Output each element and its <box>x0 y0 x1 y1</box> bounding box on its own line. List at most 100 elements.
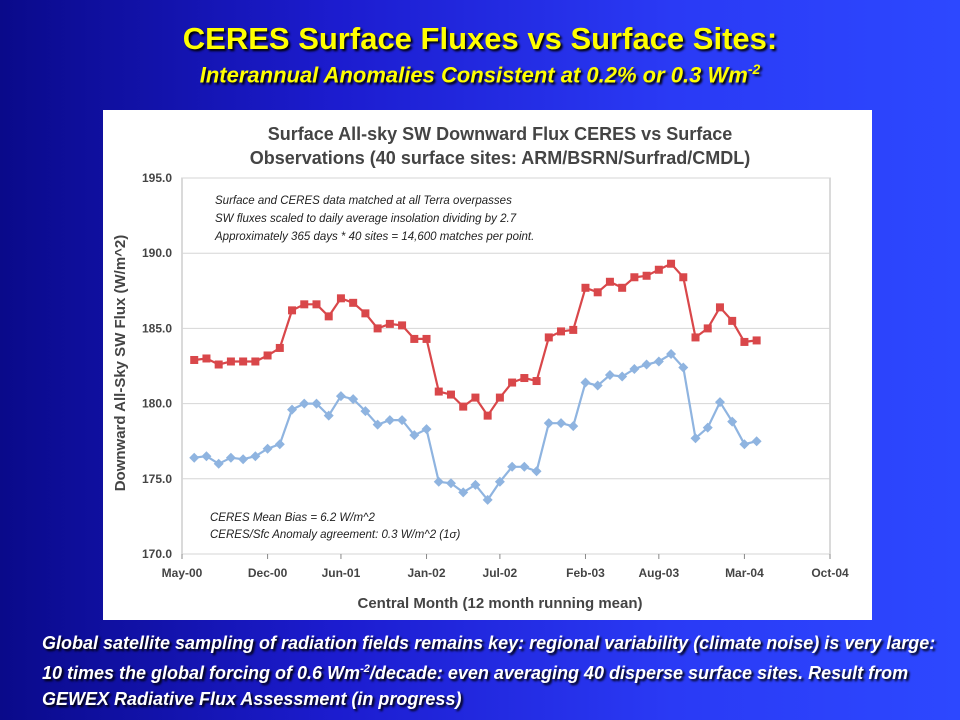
ceres-point <box>214 360 223 369</box>
ceres-point <box>557 327 566 336</box>
surface-point <box>507 461 518 472</box>
surface-point <box>323 410 334 421</box>
caption-text-2: /decade: even averaging 40 disperse surf… <box>42 663 909 709</box>
y-axis-label: Downward All-Sky SW Flux (W/m^2) <box>112 235 129 492</box>
ceres-point <box>275 343 284 352</box>
surface-point <box>482 494 493 505</box>
ceres-point <box>618 283 627 292</box>
x-tick-label: Jul-02 <box>483 566 518 580</box>
y-tick-label: 180.0 <box>142 397 172 411</box>
surface-point <box>556 418 567 429</box>
y-tick-label: 175.0 <box>142 472 172 486</box>
surface-point <box>604 370 615 381</box>
slide-subtitle: Interannual Anomalies Consistent at 0.2%… <box>0 56 960 88</box>
caption-text-1: Global satellite sampling of radiation f… <box>42 633 936 683</box>
ceres-point <box>544 333 553 342</box>
surface-point <box>360 406 371 417</box>
ceres-point <box>263 351 272 360</box>
surface-point <box>543 418 554 429</box>
ceres-series-line <box>194 262 757 418</box>
surface-point <box>213 458 224 469</box>
ceres-point <box>422 334 431 343</box>
caption: Global satellite sampling of radiation f… <box>42 630 942 712</box>
slide-subtitle-text: Interannual Anomalies Consistent at 0.2%… <box>199 62 748 88</box>
surface-point <box>421 424 432 435</box>
surface-point <box>580 377 591 388</box>
ceres-point <box>312 300 321 309</box>
surface-point <box>751 436 762 447</box>
surface-point <box>458 487 469 498</box>
ceres-point <box>642 271 651 280</box>
ceres-point <box>434 387 443 396</box>
ceres-point <box>495 393 504 402</box>
ceres-point <box>202 354 211 363</box>
y-tick-label: 190.0 <box>142 246 172 260</box>
surface-point <box>250 451 261 462</box>
ceres-point <box>398 321 407 330</box>
surface-point <box>617 371 628 382</box>
surface-point <box>653 356 664 367</box>
surface-point <box>433 476 444 487</box>
ceres-point <box>532 377 541 386</box>
annotation-top-line: Approximately 365 days * 40 sites = 14,6… <box>214 231 534 243</box>
ceres-point <box>324 312 333 321</box>
ceres-point <box>667 259 676 268</box>
x-tick-label: Jun-01 <box>322 566 361 580</box>
x-tick-label: Oct-04 <box>811 566 849 580</box>
x-tick-label: Mar-04 <box>725 566 764 580</box>
ceres-point <box>630 273 639 282</box>
ceres-point <box>703 324 712 333</box>
surface-point <box>287 404 298 415</box>
ceres-point <box>446 390 455 399</box>
ceres-point <box>581 283 590 292</box>
surface-point <box>666 348 677 359</box>
ceres-point <box>239 357 248 366</box>
ceres-point <box>679 273 688 282</box>
ceres-point <box>190 355 199 364</box>
plot-area: 170.0 175.0 180.0 185.0 190.0 195.0 May-00 Dec-… <box>142 171 849 580</box>
surface-point <box>494 476 505 487</box>
ceres-point <box>471 393 480 402</box>
ceres-point <box>715 303 724 312</box>
surface-point <box>702 422 713 433</box>
surface-point <box>727 416 738 427</box>
surface-point <box>274 439 285 450</box>
surface-point <box>690 433 701 444</box>
ceres-point <box>752 336 761 345</box>
surface-point <box>592 380 603 391</box>
surface-point <box>238 454 249 465</box>
chart-panel: Surface All-sky SW Downward Flux CERES v… <box>103 110 872 620</box>
surface-point <box>225 452 236 463</box>
surface-point <box>629 364 640 375</box>
x-tick-label: Jan-02 <box>408 566 446 580</box>
surface-point <box>311 398 322 409</box>
surface-point <box>678 362 689 373</box>
ceres-point <box>605 277 614 286</box>
surface-point <box>335 391 346 402</box>
ceres-point <box>740 337 749 346</box>
ceres-point <box>251 357 260 366</box>
surface-point <box>262 443 273 454</box>
slide-title-line1: CERES Surface Fluxes vs Surface Sites: <box>182 21 778 56</box>
ceres-point <box>459 402 468 411</box>
y-tick-label: 185.0 <box>142 321 172 335</box>
annotation-top-line: SW fluxes scaled to daily average insola… <box>215 213 517 225</box>
ceres-point <box>361 309 370 318</box>
x-tick-label: Dec-00 <box>248 566 288 580</box>
surface-point <box>372 419 383 430</box>
surface-point <box>739 439 750 450</box>
ceres-point <box>385 319 394 328</box>
surface-point <box>397 415 408 426</box>
caption-sup: -2 <box>360 663 370 675</box>
surface-series-line <box>194 352 757 502</box>
ceres-point <box>336 294 345 303</box>
ceres-point <box>373 324 382 333</box>
ceres-point <box>288 306 297 315</box>
surface-point <box>470 479 481 490</box>
surface-point <box>201 451 212 462</box>
annotation-bottom-line: CERES/Sfc Anomaly agreement: 0.3 W/m^2 (… <box>210 529 460 541</box>
ceres-point <box>691 333 700 342</box>
ceres-point <box>410 334 419 343</box>
annotation-top-line: Surface and CERES data matched at all Te… <box>215 195 512 207</box>
ceres-point <box>593 288 602 297</box>
